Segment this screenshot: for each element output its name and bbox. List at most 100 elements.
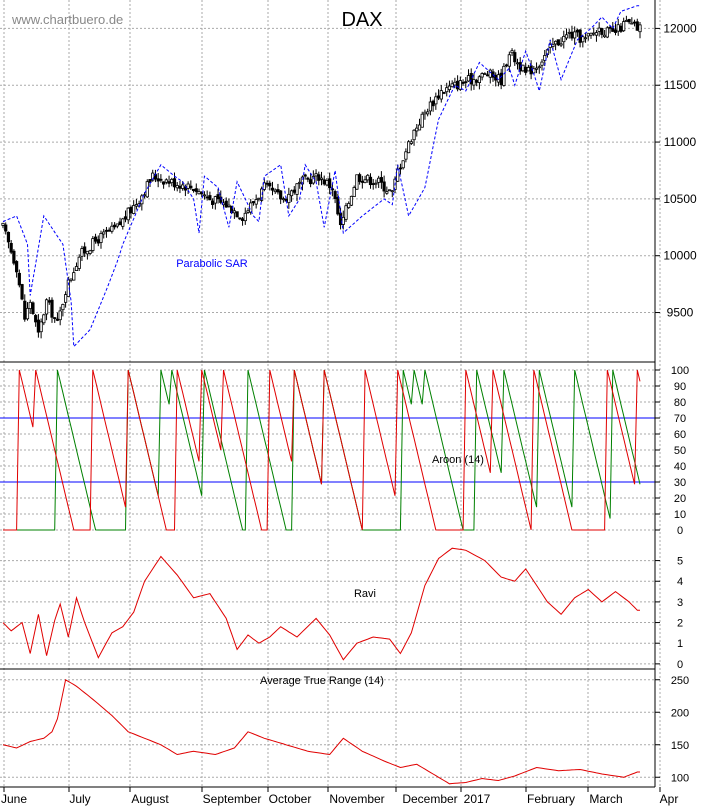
candle-body	[224, 200, 228, 208]
candle-body	[292, 189, 296, 193]
candle-body	[44, 299, 49, 315]
candle-body	[232, 210, 236, 214]
candle-body	[450, 83, 454, 88]
candle-body	[349, 195, 354, 206]
candle-body	[309, 179, 313, 185]
candle-body	[556, 39, 560, 46]
candle-body	[91, 238, 95, 251]
candle-body	[322, 179, 326, 185]
candle-body	[371, 183, 375, 185]
candle-body	[17, 272, 21, 286]
y-tick-label: 100	[671, 365, 689, 377]
y-tick-label: 30	[674, 477, 686, 489]
candle-body	[80, 248, 84, 257]
y-tick-label: 0	[677, 525, 683, 537]
candle-body	[61, 304, 65, 311]
candle-body	[74, 266, 79, 271]
x-month-label: March	[589, 792, 622, 806]
x-month-label: 2017	[464, 792, 491, 806]
candle-body	[603, 34, 607, 38]
candle-body	[25, 307, 30, 320]
candle-body	[254, 199, 258, 205]
candle-body	[202, 194, 207, 197]
candle-body	[387, 189, 392, 192]
candle-body	[235, 211, 239, 218]
candle-body	[562, 35, 566, 43]
candle-body	[480, 73, 484, 78]
candle-body	[390, 190, 394, 193]
candle-body	[453, 81, 457, 86]
candle-body	[268, 182, 272, 187]
x-month-label: December	[402, 792, 457, 806]
candle-body	[246, 210, 250, 213]
y-tick-label: 50	[674, 445, 686, 457]
x-month-label: November	[329, 792, 384, 806]
candle-body	[145, 181, 149, 198]
candle-body	[175, 185, 179, 189]
candle-body	[126, 207, 130, 221]
candle-body	[216, 194, 220, 200]
candle-body	[20, 284, 24, 300]
candle-body	[608, 26, 612, 29]
candle-body	[458, 80, 462, 90]
candle-body	[594, 32, 599, 36]
candle-body	[325, 180, 329, 186]
candle-body	[164, 179, 168, 183]
candle-body	[213, 196, 217, 204]
candle-body	[107, 229, 111, 232]
candle-body	[456, 80, 460, 90]
candle-body	[358, 174, 362, 182]
candle-body	[627, 19, 631, 23]
candle-body	[319, 177, 324, 180]
candle-body	[564, 34, 569, 39]
candle-body	[540, 61, 544, 66]
candle-body	[513, 52, 517, 63]
candle-body	[485, 74, 490, 77]
candle-body	[426, 111, 430, 115]
candle-body	[559, 43, 563, 46]
candle-body	[181, 184, 185, 189]
candle-body	[613, 29, 618, 33]
candle-body	[360, 180, 364, 183]
candle-body	[306, 177, 310, 180]
candle-body	[279, 190, 283, 200]
candle-body	[632, 21, 637, 24]
candle-body	[197, 191, 201, 195]
candle-body	[635, 21, 639, 31]
candle-body	[9, 243, 13, 253]
candle-body	[113, 224, 117, 228]
x-month-label: Apr	[660, 792, 679, 806]
candle-body	[39, 321, 43, 333]
y-tick-label: 3	[677, 597, 683, 609]
y-tick-label: 1	[677, 638, 683, 650]
candle-body	[554, 40, 558, 45]
candle-body	[178, 185, 182, 189]
candle-body	[534, 67, 539, 70]
candle-body	[265, 182, 269, 185]
candle-body	[194, 188, 198, 192]
candle-body	[77, 256, 81, 269]
aroon-label: Aroon (14)	[432, 454, 484, 466]
candle-body	[118, 221, 122, 225]
y-tick-label: 12000	[663, 21, 697, 35]
candle-body	[123, 216, 128, 220]
candle-body	[47, 300, 51, 303]
candle-body	[85, 250, 89, 255]
y-tick-label: 4	[677, 576, 683, 588]
candle-body	[363, 179, 367, 184]
candle-body	[4, 224, 8, 232]
candle-body	[352, 187, 356, 198]
x-month-label: October	[269, 792, 312, 806]
x-month-label: February	[527, 792, 575, 806]
candle-body	[466, 75, 471, 82]
candle-body	[515, 62, 520, 65]
candle-body	[573, 31, 577, 39]
candle-body	[355, 174, 359, 190]
candle-body	[638, 24, 642, 33]
candle-body	[420, 113, 424, 128]
candle-body	[586, 33, 590, 37]
candle-body	[189, 185, 193, 189]
candle-body	[502, 65, 506, 86]
candle-body	[328, 178, 332, 189]
candle-body	[526, 67, 530, 72]
